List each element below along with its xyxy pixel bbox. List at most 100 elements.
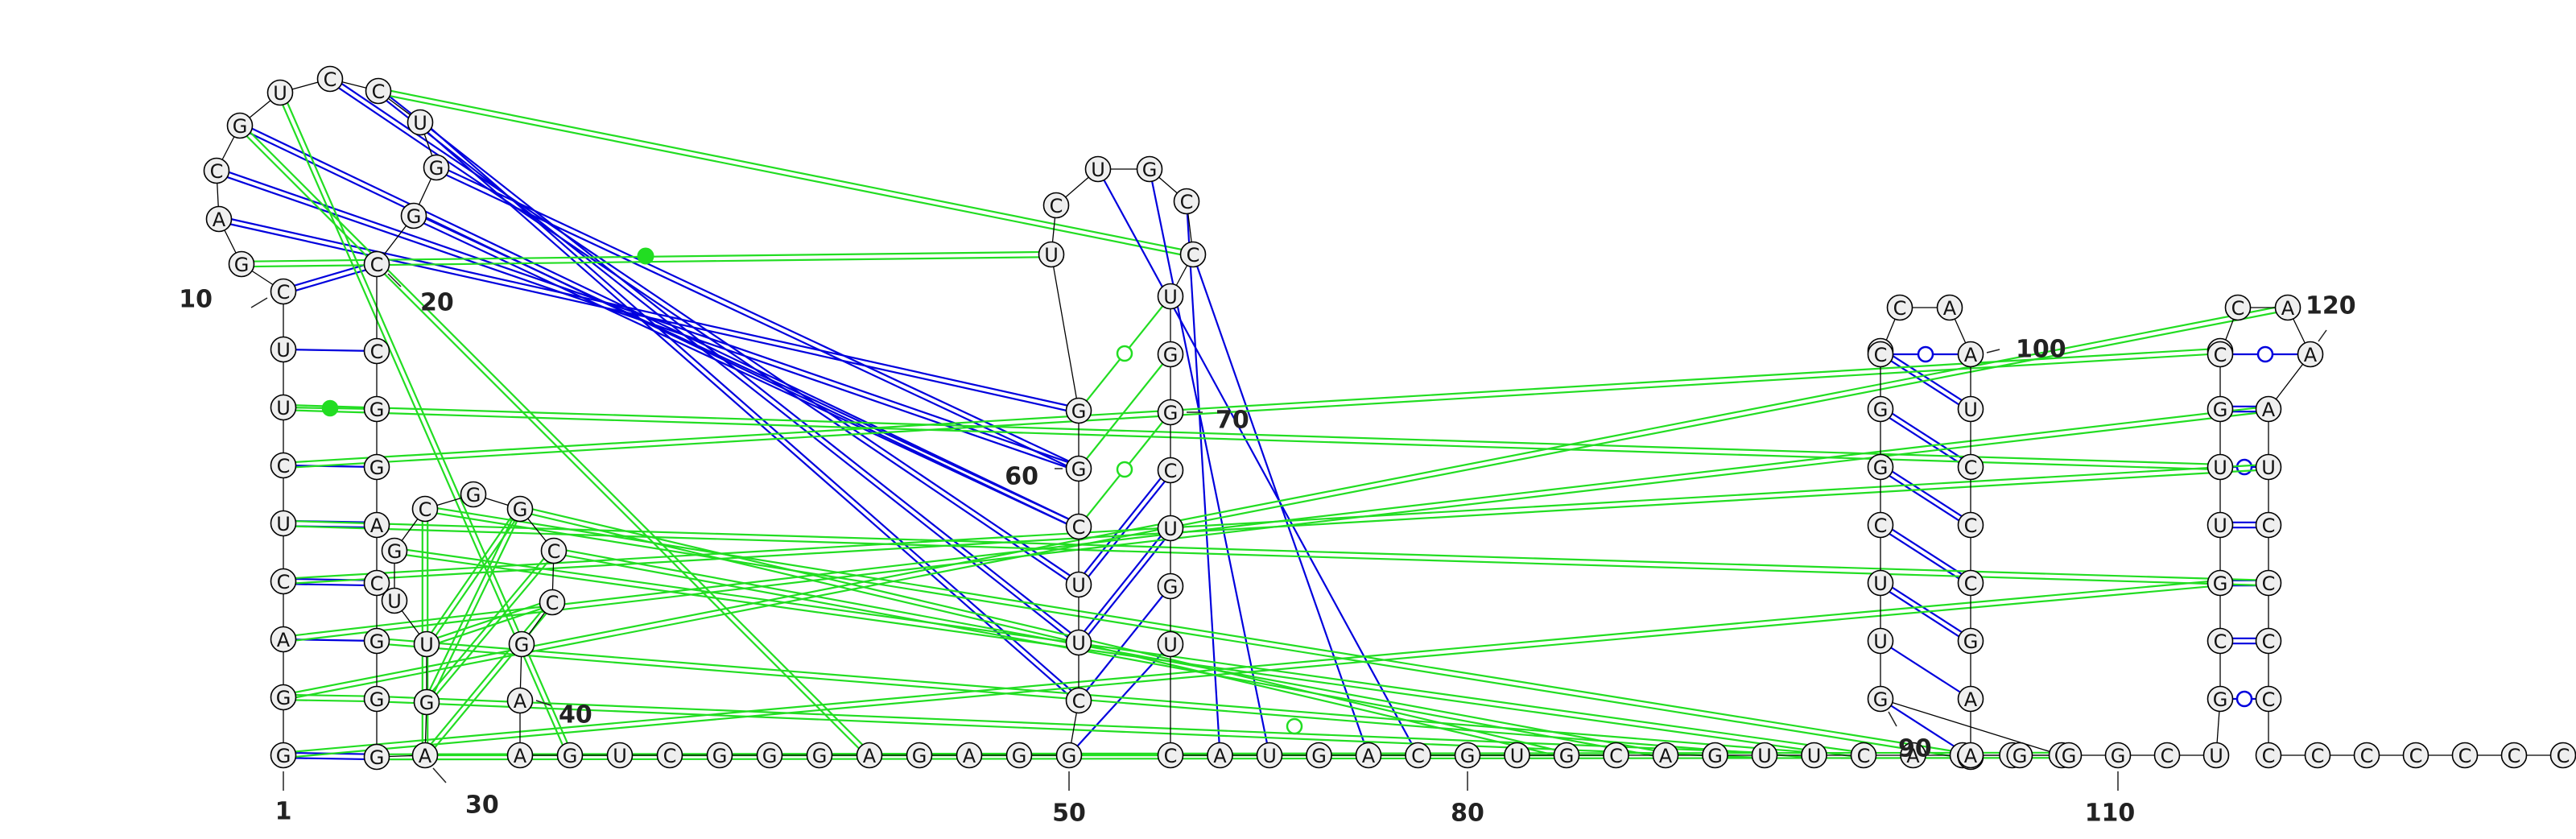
nucleotide-114: U — [2202, 742, 2230, 769]
nucleotide-letter: C — [370, 572, 384, 595]
base-pair-line — [283, 347, 2220, 464]
nucleotide-circle — [1405, 742, 1431, 769]
nucleotide-circle — [270, 626, 297, 653]
base-pair-line — [418, 123, 1078, 704]
nucleotide-82: A — [1652, 742, 1679, 769]
nucleotide-letter: C — [372, 81, 386, 103]
nucleotide-letter: C — [2262, 745, 2276, 767]
nucleotide-55: U — [1065, 571, 1092, 598]
nucleotide-66: G — [1157, 341, 1184, 368]
nucleotide-107: A — [1957, 685, 1984, 713]
nucleotide-letter: C — [663, 745, 677, 767]
nucleotide-circle — [1867, 453, 1894, 481]
nucleotide-circle — [1957, 685, 1984, 713]
nucleotide-letter: U — [2261, 457, 2276, 479]
nucleotide-letter: C — [2214, 630, 2227, 653]
nucleotide-47: G — [806, 742, 833, 769]
nucleotide-30: G — [413, 688, 440, 716]
nucleotide-letter: C — [1874, 344, 1888, 366]
nucleotide-circle — [1900, 742, 1926, 769]
base-pair-line — [554, 547, 1666, 754]
nucleotide-93: U — [1867, 569, 1894, 597]
nucleotide-circle — [1957, 569, 1984, 597]
nucleotide-circle — [363, 569, 390, 597]
nucleotide-137: C — [2500, 742, 2528, 769]
nucleotide-63: C — [1173, 188, 1200, 215]
nucleotide-circle — [1157, 457, 1184, 484]
nucleotide-letter: A — [1659, 745, 1673, 767]
nucleotide-circle — [363, 743, 390, 771]
nucleotide-circle — [1801, 742, 1827, 769]
wobble-pair-marker — [1286, 717, 1303, 735]
nucleotide-letter: G — [1707, 745, 1723, 767]
nucleotide-letter: G — [369, 688, 385, 711]
base-pair-layer — [215, 76, 2310, 761]
nucleotide-22: G — [363, 395, 390, 423]
nucleotide-letter: U — [276, 513, 291, 535]
nucleotide-circle — [381, 587, 408, 614]
nucleotide-letter: A — [2281, 297, 2295, 320]
nucleotide-letter: C — [2262, 630, 2276, 653]
nucleotide-letter: A — [1362, 745, 1376, 767]
base-pair-line — [378, 87, 1194, 253]
nucleotide-letter: A — [1943, 297, 1957, 320]
position-label-1: 1 — [275, 798, 292, 826]
nucleotide-letter: C — [2409, 745, 2423, 767]
nucleotide-41: A — [506, 742, 534, 769]
position-label-110: 110 — [2085, 800, 2136, 828]
nucleotide-102: U — [1957, 395, 1984, 423]
nucleotide-7: U — [270, 394, 297, 421]
nucleotide-75: G — [1306, 742, 1332, 769]
base-pair-line — [1878, 410, 1970, 470]
nucleotide-letter: U — [1071, 574, 1086, 597]
nucleotide-circle — [270, 278, 297, 305]
nucleotide-letter: C — [1964, 515, 1978, 537]
base-pair-line — [328, 80, 1078, 588]
nucleotide-letter: U — [1071, 632, 1086, 655]
nucleotide-letter: C — [1164, 460, 1178, 482]
nucleotide-circle — [400, 202, 427, 229]
nucleotide-126: A — [2255, 395, 2282, 423]
nucleotide-106: G — [1957, 627, 1984, 655]
nucleotide-86: C — [1850, 742, 1877, 769]
nucleotide-100: A — [1936, 294, 1963, 321]
nucleotide-letter: C — [2231, 297, 2245, 320]
base-pair-line — [1881, 464, 1973, 524]
backbone-segment — [1051, 254, 1080, 411]
base-pair-line — [1097, 168, 1419, 756]
nucleotide-circle — [1157, 630, 1184, 658]
nucleotide-circle — [203, 157, 230, 184]
nucleotide-135: C — [2402, 742, 2429, 769]
nucleotide-letter: G — [563, 745, 578, 767]
nucleotide-76: A — [1355, 742, 1382, 769]
nucleotide-circle — [1055, 742, 1083, 769]
nucleotide-119: U — [2207, 453, 2234, 481]
base-pair-line — [414, 213, 1080, 526]
base-pair-line — [283, 519, 2269, 581]
nucleotide-letter: G — [369, 746, 385, 769]
nucleotide-letter: U — [1163, 286, 1178, 308]
base-pair-line — [283, 464, 378, 469]
nucleotide-letter: G — [1559, 745, 1575, 767]
nucleotide-36: G — [506, 495, 534, 523]
nucleotide-letter: A — [1213, 745, 1227, 767]
nucleotide-circle — [2207, 395, 2234, 423]
nucleotide-letter: C — [1180, 191, 1194, 213]
nucleotide-letter: A — [277, 629, 291, 651]
base-pair-line — [427, 509, 523, 704]
nucleotide-letter: G — [429, 157, 444, 180]
nucleotide-53: C — [1065, 687, 1092, 714]
nucleotide-79: U — [1504, 742, 1530, 769]
base-pair-line — [283, 757, 377, 761]
base-pair-line — [1881, 522, 1973, 582]
nucleotide-circle — [266, 79, 294, 106]
nucleotide-letter: G — [276, 687, 291, 709]
nucleotide-letter: A — [213, 209, 226, 231]
nucleotide-letter: U — [2213, 515, 2227, 537]
nucleotide-letter: U — [1807, 745, 1822, 767]
nucleotide-73: A — [1207, 742, 1233, 769]
nucleotide-circle — [656, 742, 683, 769]
nucleotide-circle — [1065, 571, 1092, 598]
base-pair-line — [423, 506, 519, 643]
